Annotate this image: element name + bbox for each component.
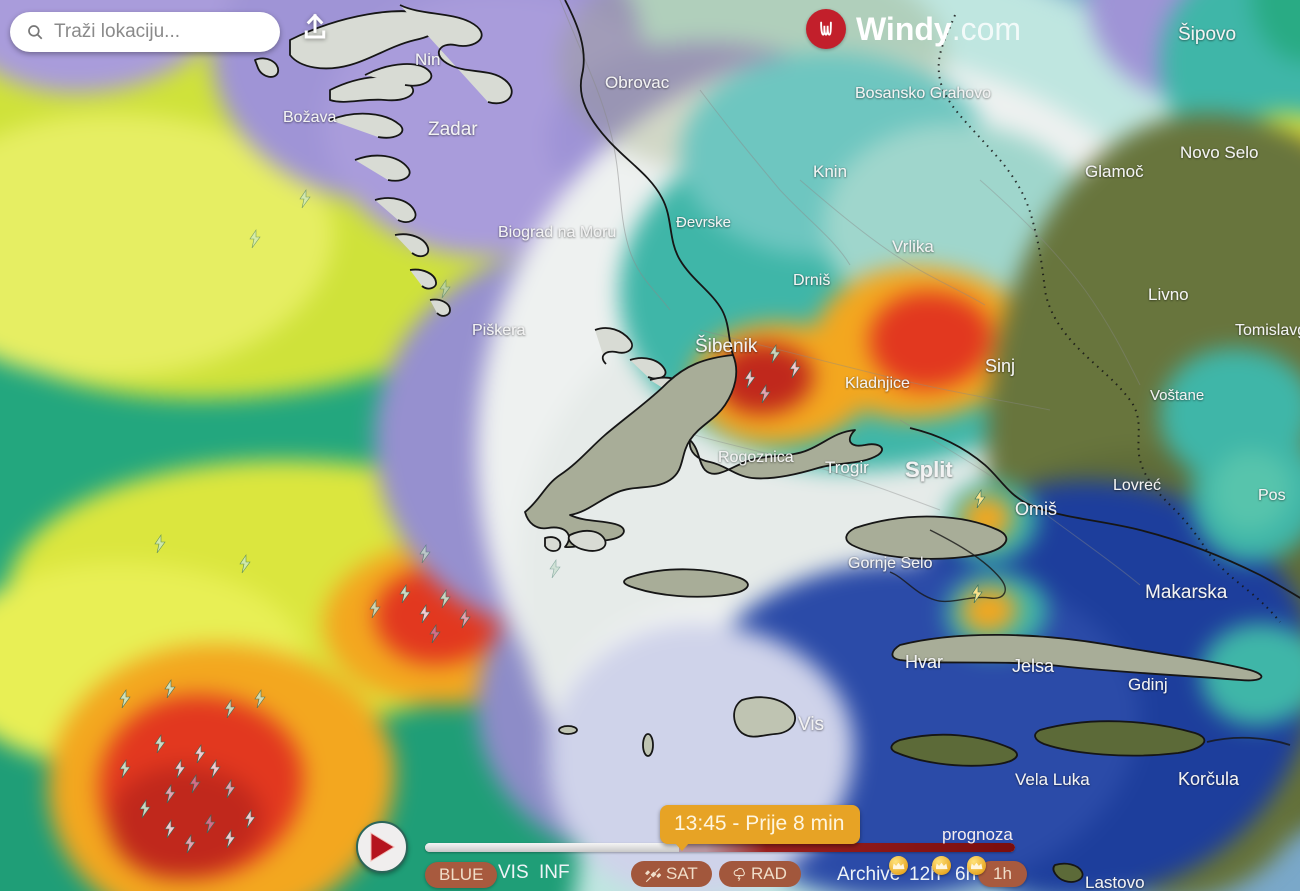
svg-text:Makarska: Makarska — [1145, 582, 1228, 603]
svg-text:Glamoč: Glamoč — [1085, 162, 1144, 181]
svg-text:Drniš: Drniš — [793, 272, 830, 289]
svg-text:Gornje Selo: Gornje Selo — [848, 555, 933, 572]
svg-text:Split: Split — [905, 457, 953, 482]
svg-text:Vela Luka: Vela Luka — [1015, 770, 1090, 789]
svg-text:Tomislavgrad: Tomislavgrad — [1235, 322, 1300, 339]
svg-text:Vrlika: Vrlika — [892, 237, 934, 256]
svg-text:Zadar: Zadar — [428, 119, 478, 140]
svg-text:Lovreć: Lovreć — [1113, 477, 1161, 494]
svg-text:Pos: Pos — [1258, 487, 1286, 504]
svg-text:Bosansko Grahovo: Bosansko Grahovo — [855, 85, 991, 102]
svg-text:Trogir: Trogir — [825, 458, 869, 477]
svg-text:Rogoznica: Rogoznica — [718, 449, 794, 466]
svg-text:Korčula: Korčula — [1178, 769, 1240, 789]
svg-text:Voštane: Voštane — [1150, 387, 1204, 404]
svg-text:Obrovac: Obrovac — [605, 73, 670, 92]
svg-text:Hvar: Hvar — [905, 652, 943, 672]
svg-text:Sinj: Sinj — [985, 356, 1015, 376]
svg-text:Piškera: Piškera — [472, 322, 525, 339]
svg-text:Omiš: Omiš — [1015, 499, 1057, 519]
svg-text:Vis: Vis — [798, 714, 824, 735]
svg-text:Knin: Knin — [813, 162, 847, 181]
svg-text:Kladnjice: Kladnjice — [845, 375, 910, 392]
svg-text:Gdinj: Gdinj — [1128, 675, 1168, 694]
svg-text:Šipovo: Šipovo — [1178, 23, 1236, 45]
svg-text:Đevrske: Đevrske — [676, 214, 731, 231]
svg-text:Biograd na Moru: Biograd na Moru — [498, 224, 616, 241]
svg-text:Livno: Livno — [1148, 285, 1189, 304]
svg-text:Šibenik: Šibenik — [695, 335, 758, 357]
svg-text:Novo Selo: Novo Selo — [1180, 143, 1258, 162]
svg-text:Nin: Nin — [415, 50, 441, 69]
svg-text:Jelsa: Jelsa — [1012, 656, 1055, 676]
svg-text:Lastovo: Lastovo — [1085, 873, 1145, 891]
svg-text:Božava: Božava — [283, 109, 336, 126]
